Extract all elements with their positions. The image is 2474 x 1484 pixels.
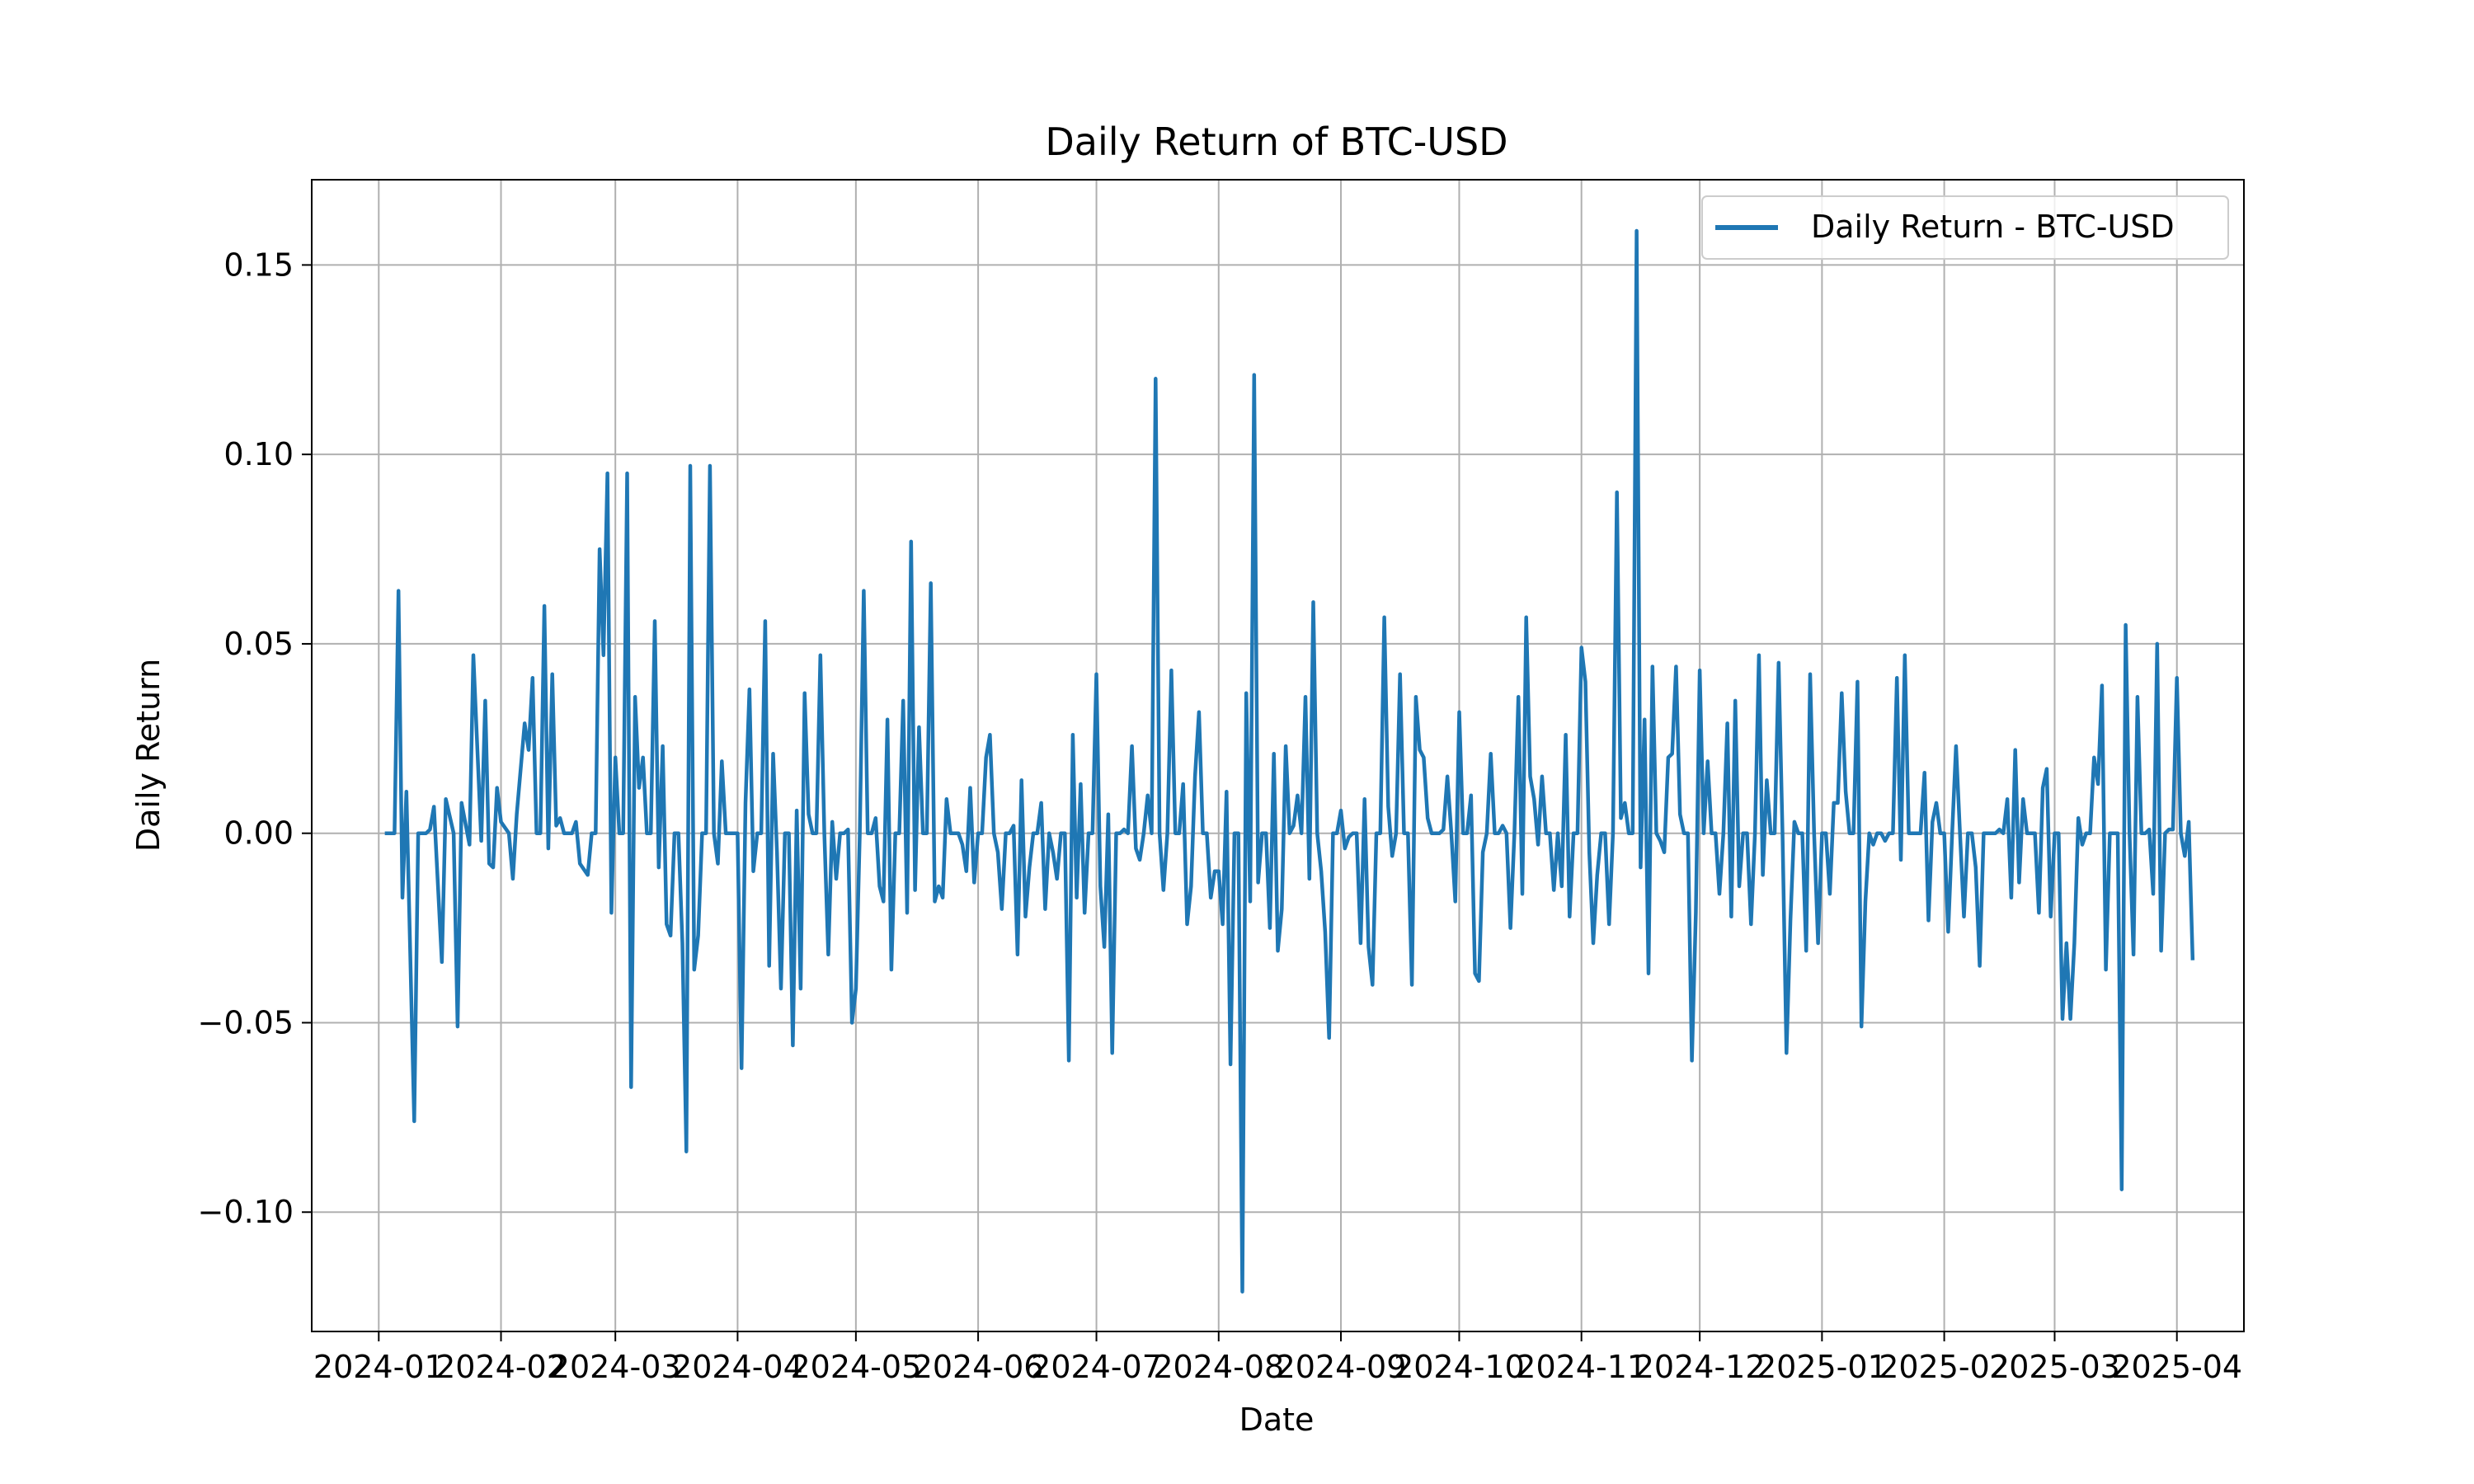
x-tick-label: 2024-08	[1153, 1349, 1284, 1385]
x-tick-label: 2024-02	[435, 1349, 567, 1385]
chart-title: Daily Return of BTC-USD	[1045, 120, 1507, 164]
x-tick-label: 2025-01	[1757, 1349, 1888, 1385]
legend-label: Daily Return - BTC-USD	[1811, 209, 2175, 245]
y-tick-label: −0.05	[198, 1004, 294, 1040]
x-axis: 2024-012024-022024-032024-042024-052024-…	[313, 1331, 2242, 1385]
series-line-0	[384, 228, 2195, 1294]
y-axis: 0.15 0.10 0.05 0.00 −0.05 −0.10	[198, 247, 312, 1230]
x-tick-label: 2024-01	[313, 1349, 444, 1385]
y-axis-title: Daily Return	[130, 659, 167, 852]
y-tick-label: −0.10	[198, 1194, 294, 1230]
plot-area-frame	[311, 179, 2245, 1332]
x-tick-label: 2024-03	[550, 1349, 681, 1385]
x-tick-label: 2024-04	[672, 1349, 803, 1385]
x-tick-label: 2024-09	[1276, 1349, 1407, 1385]
x-tick-label: 2024-07	[1031, 1349, 1162, 1385]
y-tick-label: 0.00	[223, 815, 294, 852]
y-tick-label: 0.10	[223, 436, 294, 472]
x-tick-label: 2024-05	[790, 1349, 921, 1385]
y-tick-label: 0.15	[223, 247, 294, 283]
x-tick-label: 2024-11	[1516, 1349, 1647, 1385]
x-tick-label: 2024-06	[913, 1349, 1044, 1385]
x-tick-label: 2025-04	[2111, 1349, 2242, 1385]
x-tick-label: 2025-03	[1989, 1349, 2120, 1385]
x-tick-label: 2024-10	[1394, 1349, 1525, 1385]
line-layer	[384, 228, 2195, 1294]
x-tick-label: 2025-02	[1879, 1349, 2010, 1385]
legend-box	[1701, 195, 2229, 260]
x-axis-title: Date	[1239, 1402, 1315, 1438]
legend: Daily Return - BTC-USD	[1701, 195, 2229, 260]
y-tick-label: 0.05	[223, 626, 294, 662]
x-tick-label: 2024-12	[1634, 1349, 1766, 1385]
